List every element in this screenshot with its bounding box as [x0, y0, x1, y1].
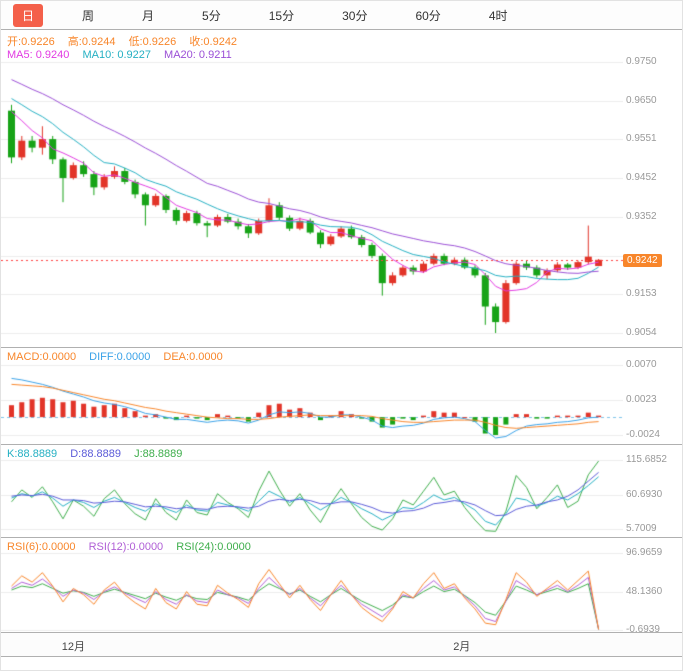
high-value: 0.9244 — [81, 36, 116, 48]
ma5-label: MA5: — [7, 49, 33, 61]
axis-tick-label: 115.6852 — [626, 454, 667, 465]
macd-panel: MACD:0.0000 DIFF:0.0000 DEA:0.0000 0.007… — [1, 347, 682, 444]
rsi12-label: RSI(12): — [88, 541, 130, 553]
axis-tick-label: 48.1360 — [626, 585, 663, 597]
axis-tick-label: 0.9153 — [626, 288, 657, 300]
diff-label: DIFF: — [89, 351, 117, 363]
axis-tick-label: -0.6939 — [626, 624, 660, 635]
axis-tick-label: 0.9650 — [626, 94, 657, 106]
tab-week[interactable]: 周 — [82, 8, 95, 23]
axis-tick-label: 5.7009 — [626, 523, 657, 534]
dea-label: DEA: — [163, 351, 190, 363]
close-label: 收: — [189, 36, 204, 48]
j-label: J: — [134, 448, 143, 460]
k-label: K: — [7, 448, 18, 460]
tab-30min[interactable]: 30分 — [342, 8, 368, 23]
rsi-chart-canvas[interactable] — [1, 538, 623, 632]
ma20-label: MA20: — [164, 49, 196, 61]
rsi12-value: 0.0000 — [129, 541, 164, 553]
k-value: 88.8889 — [17, 448, 58, 460]
j-value: 88.8889 — [142, 448, 183, 460]
axis-tick-label: 0.0023 — [626, 394, 657, 405]
rsi-panel: RSI(6):0.0000 RSI(12):0.0000 RSI(24):0.0… — [1, 537, 682, 635]
diff-value: 0.0000 — [116, 351, 151, 363]
axis-tick-label: 0.0070 — [626, 359, 657, 370]
rsi6-label: RSI(6): — [7, 541, 42, 553]
rsi24-value: 0.0000 — [217, 541, 251, 553]
d-value: 88.8889 — [81, 448, 121, 460]
period-toolbar: 日 周 月 5分 15分 30分 60分 4时 — [1, 1, 682, 29]
tab-4hour[interactable]: 4时 — [488, 8, 508, 23]
rsi-readout: RSI(6):0.0000 RSI(12):0.0000 RSI(24):0.0… — [7, 541, 261, 553]
main-price-axis: 0.9242 0.9750 0.9650 0.9551 0.9452 0.9352 0.9… — [623, 30, 682, 347]
close-value: 0.9242 — [203, 36, 238, 48]
macd-axis: 0.0070 0.0023 -0.0024 — [623, 348, 682, 444]
tab-60min[interactable]: 60分 — [415, 8, 441, 23]
ma20-value: 0.9211 — [198, 49, 232, 61]
kdj-chart-canvas[interactable] — [1, 445, 623, 537]
tab-day[interactable]: 日 — [13, 3, 44, 27]
time-axis-label: 12月 — [61, 641, 86, 653]
axis-tick-label: 0.9551 — [626, 133, 657, 145]
rsi6-value: 0.0000 — [41, 541, 76, 553]
axis-tick-label: 0.9750 — [626, 56, 657, 67]
ma10-label: MA10: — [82, 49, 115, 61]
ma10-value: 0.9227 — [117, 49, 151, 61]
axis-tick-label: 0.9352 — [626, 210, 657, 222]
time-axis: 12月 2月 — [1, 632, 682, 657]
kdj-panel: K:88.8889 D:88.8889 J:88.8889 115.6852 60… — [1, 444, 682, 537]
dea-value: 0.0000 — [189, 351, 223, 363]
tab-month[interactable]: 月 — [142, 8, 155, 23]
open-value: 0.9226 — [21, 36, 55, 48]
time-axis-label: 2月 — [453, 641, 471, 653]
current-price-tag: 0.9242 — [623, 253, 662, 267]
low-label: 低: — [128, 36, 143, 48]
macd-chart-canvas[interactable] — [1, 348, 623, 444]
footer-spacer — [1, 657, 682, 670]
high-label: 高: — [67, 36, 82, 48]
rsi-axis: 96.9659 48.1360 -0.6939 — [623, 538, 682, 635]
ma5-value: 0.9240 — [35, 49, 70, 61]
ma-readout: MA5: 0.9240 MA10: 0.9227 MA20: 0.9211 — [7, 49, 242, 61]
macd-readout: MACD:0.0000 DIFF:0.0000 DEA:0.0000 — [7, 351, 233, 363]
low-value: 0.9226 — [142, 36, 177, 48]
axis-tick-label: 0.9054 — [626, 327, 657, 338]
tab-5min[interactable]: 5分 — [202, 8, 221, 23]
main-chart-canvas[interactable] — [1, 30, 623, 347]
axis-tick-label: 0.9452 — [626, 172, 657, 184]
axis-tick-label: 96.9659 — [626, 547, 663, 558]
kdj-readout: K:88.8889 D:88.8889 J:88.8889 — [7, 448, 192, 460]
open-label: 开: — [7, 36, 22, 48]
kdj-axis: 115.6852 60.6930 5.7009 — [623, 445, 682, 537]
macd-value: 0.0000 — [42, 351, 77, 363]
axis-tick-label: -0.0024 — [626, 429, 660, 440]
d-label: D: — [70, 448, 82, 460]
tab-15min[interactable]: 15分 — [268, 8, 295, 23]
rsi24-label: RSI(24): — [176, 541, 218, 553]
ohlc-readout: 开:0.9226 高:0.9244 低:0.9226 收:0.9242 — [7, 33, 247, 49]
axis-tick-label: 60.6930 — [626, 488, 663, 500]
main-chart-panel: 开:0.9226 高:0.9244 低:0.9226 收:0.9242 MA5:… — [1, 29, 682, 347]
macd-label: MACD: — [7, 351, 43, 363]
